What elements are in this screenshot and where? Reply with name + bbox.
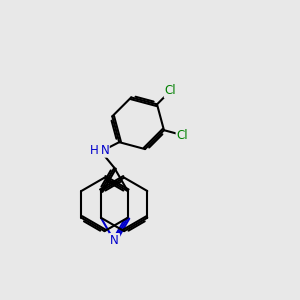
Text: N: N [110, 234, 119, 248]
Text: H: H [90, 144, 99, 157]
Text: Cl: Cl [177, 129, 188, 142]
Text: Cl: Cl [165, 84, 176, 97]
Text: N: N [100, 144, 109, 157]
